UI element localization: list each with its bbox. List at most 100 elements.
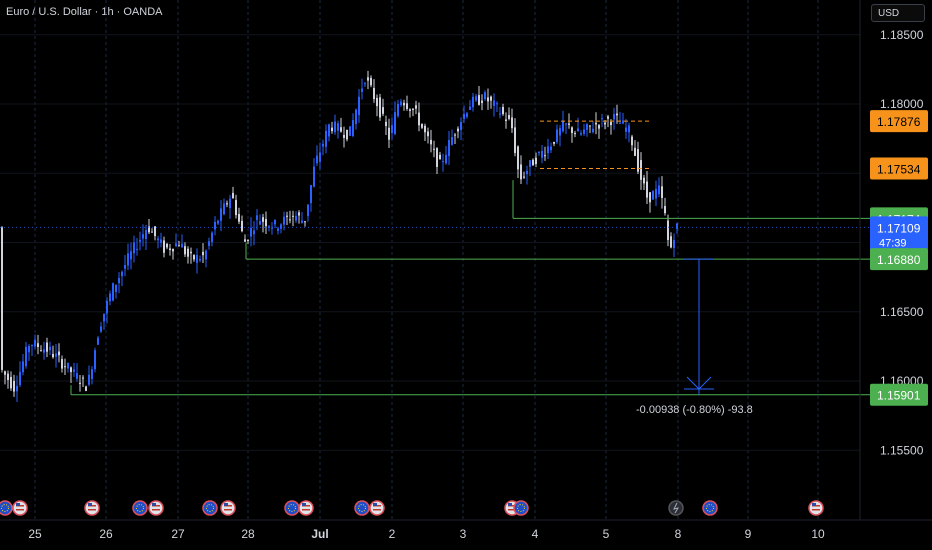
- candle-body: [223, 203, 225, 215]
- candle-body: [634, 147, 636, 156]
- candle-body: [4, 371, 6, 375]
- candle-body: [550, 146, 552, 151]
- candle-body: [154, 226, 156, 237]
- candle-body: [229, 198, 231, 209]
- lightning-event-icon[interactable]: [668, 500, 684, 516]
- us-flag-event-icon[interactable]: [12, 500, 28, 516]
- candle-body: [607, 116, 609, 119]
- candle-body: [235, 200, 237, 216]
- candle-body: [172, 248, 174, 252]
- candle-body: [322, 143, 324, 147]
- candle-body: [145, 230, 147, 240]
- candle-body: [262, 217, 264, 222]
- time-axis-tick: 8: [675, 527, 682, 541]
- eu-flag-event-icon[interactable]: [702, 500, 718, 516]
- candle-body: [508, 115, 510, 119]
- candle-body: [442, 160, 444, 162]
- candle-body: [103, 313, 105, 322]
- us-flag-event-icon[interactable]: [220, 500, 236, 516]
- candle-body: [169, 248, 171, 250]
- candle-body: [19, 371, 21, 386]
- candle-body: [628, 125, 630, 133]
- candle-body: [523, 176, 525, 178]
- eu-flag-event-icon[interactable]: [284, 500, 300, 516]
- candle-body: [430, 139, 432, 145]
- candle-body: [334, 121, 336, 133]
- candle-body: [568, 123, 570, 125]
- candle-body: [535, 157, 537, 164]
- candle-body: [94, 350, 96, 370]
- candle-body: [388, 127, 390, 140]
- candle-body: [265, 219, 267, 227]
- eu-flag-event-icon[interactable]: [513, 500, 529, 516]
- us-flag-event-icon[interactable]: [148, 500, 164, 516]
- currency-selector-button[interactable]: USD: [871, 4, 925, 22]
- candle-body: [61, 359, 63, 369]
- candle-body: [493, 100, 495, 106]
- time-axis-tick: Jul: [311, 527, 328, 541]
- candle-body: [376, 97, 378, 107]
- candle-body: [190, 251, 192, 254]
- candle-body: [259, 221, 261, 225]
- us-flag-event-icon[interactable]: [298, 500, 314, 516]
- candle-body: [193, 255, 195, 260]
- candle-body: [184, 246, 186, 255]
- candle-body: [556, 129, 558, 143]
- candle-body: [541, 150, 543, 158]
- time-axis-tick: 28: [241, 527, 255, 541]
- candle-body: [97, 337, 99, 345]
- candle-body: [424, 125, 426, 133]
- candle-body: [295, 215, 297, 221]
- candle-body: [175, 243, 177, 247]
- candle-body: [676, 223, 678, 229]
- candle-body: [133, 242, 135, 254]
- candle-body: [70, 367, 72, 373]
- candle-body: [382, 107, 384, 114]
- eu-flag-event-icon[interactable]: [0, 500, 13, 516]
- candle-body: [367, 77, 369, 81]
- candle-body: [340, 127, 342, 132]
- candle-body: [415, 105, 417, 109]
- candle-body: [409, 109, 411, 111]
- candle-body: [304, 221, 306, 223]
- candle-body: [547, 146, 549, 153]
- candle-body: [661, 186, 663, 198]
- candle-body: [181, 243, 183, 248]
- candle-body: [421, 124, 423, 128]
- candle-body: [127, 253, 129, 266]
- eu-flag-event-icon[interactable]: [354, 500, 370, 516]
- candle-body: [472, 96, 474, 108]
- candle-body: [79, 382, 81, 384]
- time-axis-tick: 10: [811, 527, 825, 541]
- candle-body: [385, 121, 387, 126]
- candle-body: [490, 96, 492, 101]
- symbol-title[interactable]: Euro / U.S. Dollar · 1h · OANDA: [6, 6, 163, 18]
- price-tag-value: 1.17109: [877, 221, 921, 235]
- candle-body: [496, 103, 498, 105]
- eu-flag-event-icon[interactable]: [132, 500, 148, 516]
- candle-body: [643, 177, 645, 184]
- candle-body: [412, 108, 414, 110]
- eu-flag-event-icon[interactable]: [202, 500, 218, 516]
- candle-body: [361, 88, 363, 93]
- candle-body: [364, 83, 366, 85]
- candle-body: [355, 109, 357, 124]
- candle-body: [232, 192, 234, 199]
- candle-body: [520, 164, 522, 180]
- candle-body: [28, 345, 30, 353]
- candle-body: [673, 239, 675, 249]
- time-axis-tick: 3: [460, 527, 467, 541]
- candle-body: [406, 103, 408, 109]
- us-flag-event-icon[interactable]: [808, 500, 824, 516]
- candle-body: [418, 112, 420, 126]
- candle-body: [37, 343, 39, 347]
- candle-body: [73, 369, 75, 372]
- candle-body: [664, 206, 666, 214]
- us-flag-event-icon[interactable]: [84, 500, 100, 516]
- candle-body: [577, 128, 579, 132]
- candle-body: [403, 102, 405, 106]
- candle-body: [394, 112, 396, 134]
- us-flag-event-icon[interactable]: [369, 500, 385, 516]
- candle-body: [43, 349, 45, 353]
